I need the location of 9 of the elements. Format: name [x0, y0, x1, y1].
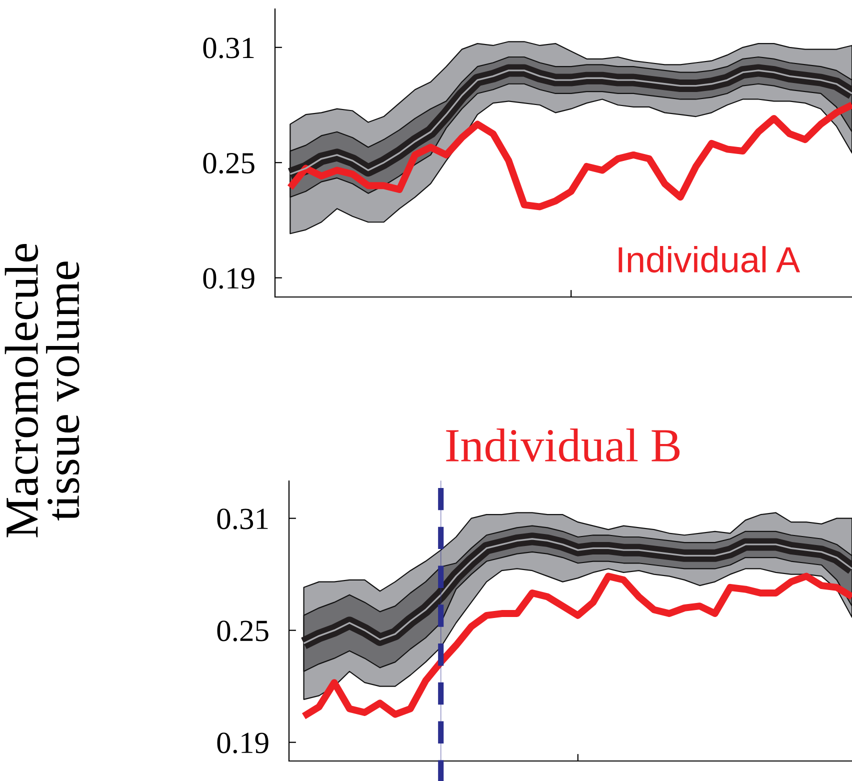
y-tick-label: 0.25	[203, 152, 254, 174]
y-tick-label: 0.19	[203, 268, 254, 289]
y-axis-title: Macromolecule tissue volume	[4, 244, 80, 538]
text: Individual B	[446, 428, 680, 462]
y-tick-label: 0.25	[217, 620, 268, 642]
series-label: Individual A	[618, 246, 800, 273]
y-tick-label: 0.31	[203, 38, 254, 58]
y-tick-label: 0.19	[217, 732, 268, 754]
y-tick-label: 0.31	[217, 508, 268, 530]
